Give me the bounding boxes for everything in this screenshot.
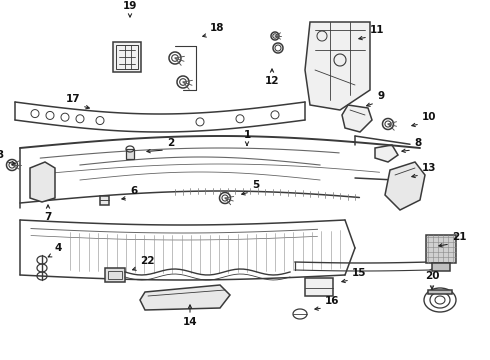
- Text: 12: 12: [265, 76, 279, 86]
- Bar: [126, 149, 134, 159]
- Text: 9: 9: [377, 91, 384, 101]
- Text: 14: 14: [183, 317, 197, 327]
- Text: 3: 3: [0, 150, 4, 160]
- Bar: [99, 195, 108, 204]
- Bar: [428, 290, 452, 294]
- Text: 13: 13: [422, 163, 437, 173]
- Polygon shape: [375, 145, 398, 162]
- Text: 4: 4: [54, 243, 61, 253]
- Text: 17: 17: [65, 94, 80, 104]
- Text: 6: 6: [130, 186, 137, 196]
- Text: 1: 1: [244, 130, 250, 140]
- Text: 11: 11: [370, 25, 385, 35]
- Bar: [105, 268, 125, 282]
- Bar: [116, 45, 138, 69]
- Bar: [305, 278, 333, 296]
- Bar: [432, 263, 450, 271]
- Polygon shape: [385, 162, 425, 210]
- Bar: [426, 235, 456, 263]
- Polygon shape: [30, 162, 55, 202]
- Bar: [108, 271, 122, 279]
- Text: 21: 21: [452, 232, 466, 242]
- Text: 19: 19: [123, 1, 137, 11]
- Polygon shape: [342, 105, 372, 132]
- Text: 2: 2: [167, 138, 174, 148]
- Polygon shape: [305, 22, 370, 110]
- Text: 16: 16: [325, 296, 340, 306]
- Text: 20: 20: [425, 271, 439, 281]
- Text: 15: 15: [352, 268, 367, 278]
- Text: 18: 18: [210, 23, 224, 33]
- Text: 8: 8: [414, 138, 421, 148]
- Text: 5: 5: [252, 180, 259, 190]
- Text: 10: 10: [422, 112, 437, 122]
- Bar: [113, 42, 141, 72]
- Text: 22: 22: [140, 256, 154, 266]
- Text: 7: 7: [44, 212, 51, 222]
- Polygon shape: [140, 285, 230, 310]
